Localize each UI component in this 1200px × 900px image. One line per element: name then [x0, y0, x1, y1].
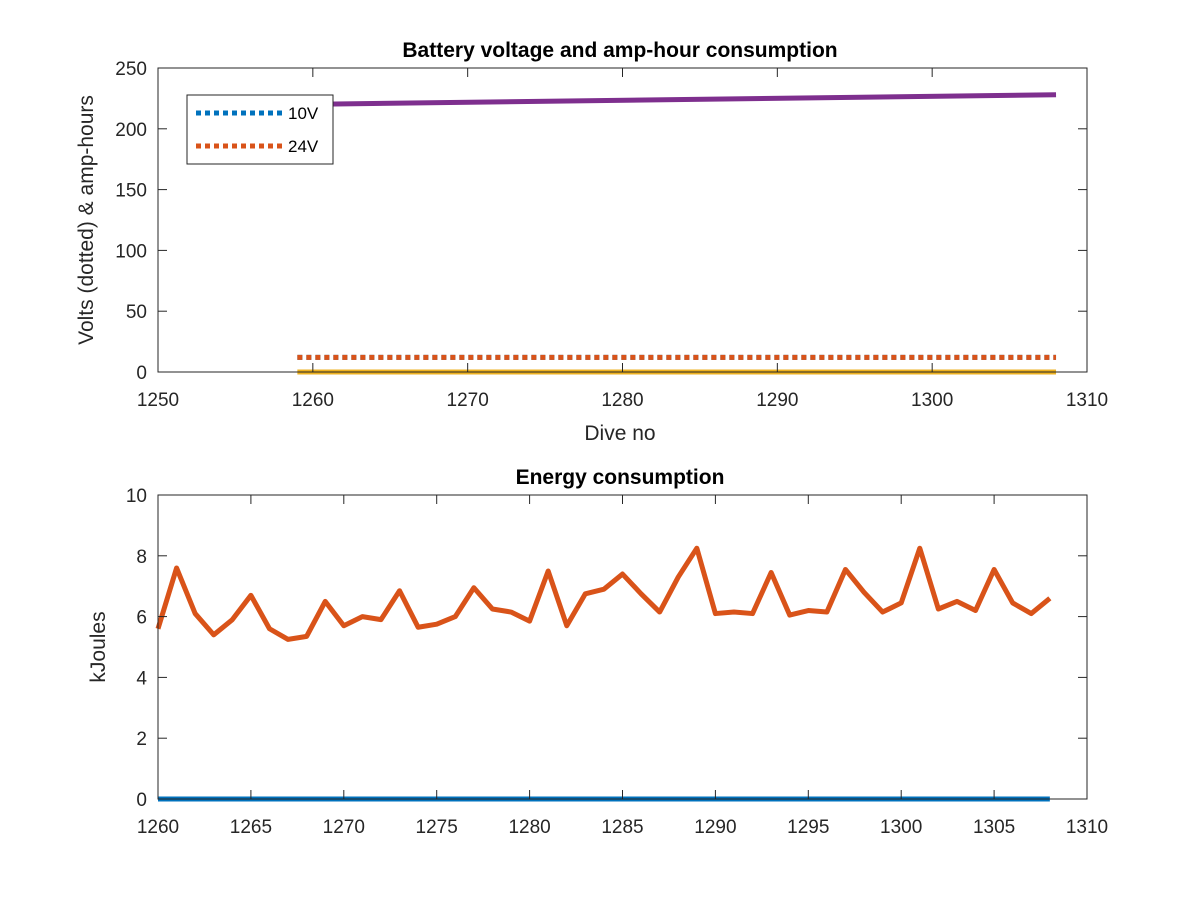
x-tick-label: 1270 [323, 817, 365, 838]
x-tick-label: 1260 [292, 390, 334, 411]
battery-chart-xlabel: Dive no [584, 422, 655, 445]
x-tick-label: 1280 [601, 390, 643, 411]
x-tick-label: 1295 [787, 817, 829, 838]
battery-chart-ylabel: Volts (dotted) & amp-hours [75, 95, 98, 345]
energy-chart-ylabel: kJoules [87, 611, 110, 682]
y-tick-label: 8 [136, 547, 147, 568]
battery-chart-ticks: 1250 1260 1270 1280 1290 1300 1310 0 50 100 150 200… [115, 59, 1108, 411]
x-tick-label: 1310 [1066, 817, 1108, 838]
battery-chart-title: Battery voltage and amp-hour consumption [402, 39, 837, 62]
x-tick-label: 1300 [880, 817, 922, 838]
battery-chart-series [297, 92, 1057, 375]
x-tick-label: 1285 [601, 817, 643, 838]
energy-chart-series [155, 545, 1052, 802]
battery-chart: Battery voltage and amp-hour consumption… [75, 39, 1108, 445]
energy-chart-title: Energy consumption [516, 466, 725, 489]
x-tick-label: 1290 [694, 817, 736, 838]
x-tick-label: 1280 [508, 817, 550, 838]
energy-chart-axes-box [157, 494, 1088, 800]
series-line-1-1 [155, 545, 1052, 642]
energy-chart-ticks: 1260 1265 1270 1275 1280 1285 1290 1295 1300 1305… [126, 486, 1108, 838]
legend-10v-label: 10V [288, 104, 319, 123]
y-tick-label: 0 [136, 363, 147, 384]
legend-24v-label: 24V [288, 137, 319, 156]
y-tick-label: 6 [136, 608, 147, 629]
x-tick-label: 1275 [416, 817, 458, 838]
x-tick-label: 1300 [911, 390, 953, 411]
series-line-0-3 [297, 92, 1057, 107]
x-tick-label: 1270 [447, 390, 489, 411]
y-tick-label: 50 [126, 302, 147, 323]
y-tick-label: 10 [126, 486, 147, 507]
x-tick-label: 1290 [756, 390, 798, 411]
x-tick-label: 1310 [1066, 390, 1108, 411]
battery-chart-legend: 10V 24V [186, 94, 334, 165]
x-tick-label: 1305 [973, 817, 1015, 838]
y-tick-label: 4 [136, 668, 147, 689]
x-tick-label: 1250 [137, 390, 179, 411]
y-tick-label: 150 [115, 181, 147, 202]
y-tick-label: 200 [115, 120, 147, 141]
y-tick-label: 100 [115, 241, 147, 262]
y-tick-label: 2 [136, 729, 147, 750]
legend-box [186, 94, 334, 165]
x-tick-label: 1265 [230, 817, 272, 838]
x-tick-label: 1260 [137, 817, 179, 838]
y-tick-label: 0 [136, 790, 147, 811]
energy-chart: Energy consumption 1260 1265 1270 1275 1280 1… [87, 466, 1108, 838]
y-tick-label: 250 [115, 59, 147, 80]
